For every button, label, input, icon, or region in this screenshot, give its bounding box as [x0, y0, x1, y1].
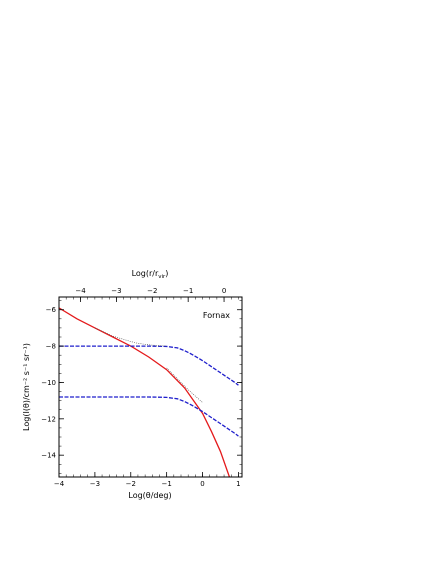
x-tick-label-top: 0 — [222, 287, 226, 295]
annotation-label: Fornax — [203, 311, 230, 320]
x-tick-label: −4 — [54, 480, 65, 488]
x-tick-label: 0 — [200, 480, 204, 488]
y-axis-title: Log(I(θ)/cm⁻² s⁻¹ sr⁻¹) — [22, 343, 31, 431]
series-line-5 — [166, 367, 203, 403]
x-tick-label: −2 — [126, 480, 136, 488]
x-axis-title-top-main: Log(r/r — [132, 269, 159, 278]
y-tick-label: −8 — [46, 343, 56, 351]
series-line-3 — [59, 396, 239, 437]
series-line-4 — [94, 327, 167, 347]
ticks-layer: −4 −3 −2 −1 0 1−4 −3 −2 −1 0−6−8−10−12−14 — [41, 287, 242, 488]
series-line-1 — [59, 307, 231, 477]
y-tick-label: −12 — [41, 415, 56, 423]
x-axis-title-top: Log(r/rvir) — [132, 269, 169, 280]
x-tick-label-top: −1 — [183, 287, 193, 295]
x-axis-title-top-sub: vir — [158, 274, 166, 280]
series-line-2 — [59, 345, 239, 386]
plot-frame — [58, 296, 243, 478]
x-tick-label: 1 — [236, 480, 240, 488]
x-axis-title-bottom: Log(θ/deg) — [128, 491, 171, 500]
x-tick-label-top: −3 — [111, 287, 121, 295]
x-tick-label: −3 — [90, 480, 100, 488]
y-tick-label: −14 — [41, 452, 56, 460]
x-tick-label-top: −4 — [75, 287, 86, 295]
y-tick-label: −10 — [41, 379, 56, 387]
x-tick-label-top: −2 — [147, 287, 157, 295]
x-tick-label: −1 — [161, 480, 171, 488]
y-tick-label: −6 — [46, 306, 57, 314]
x-axis-title-top-close: ) — [165, 269, 168, 278]
plot-layer — [59, 307, 239, 477]
